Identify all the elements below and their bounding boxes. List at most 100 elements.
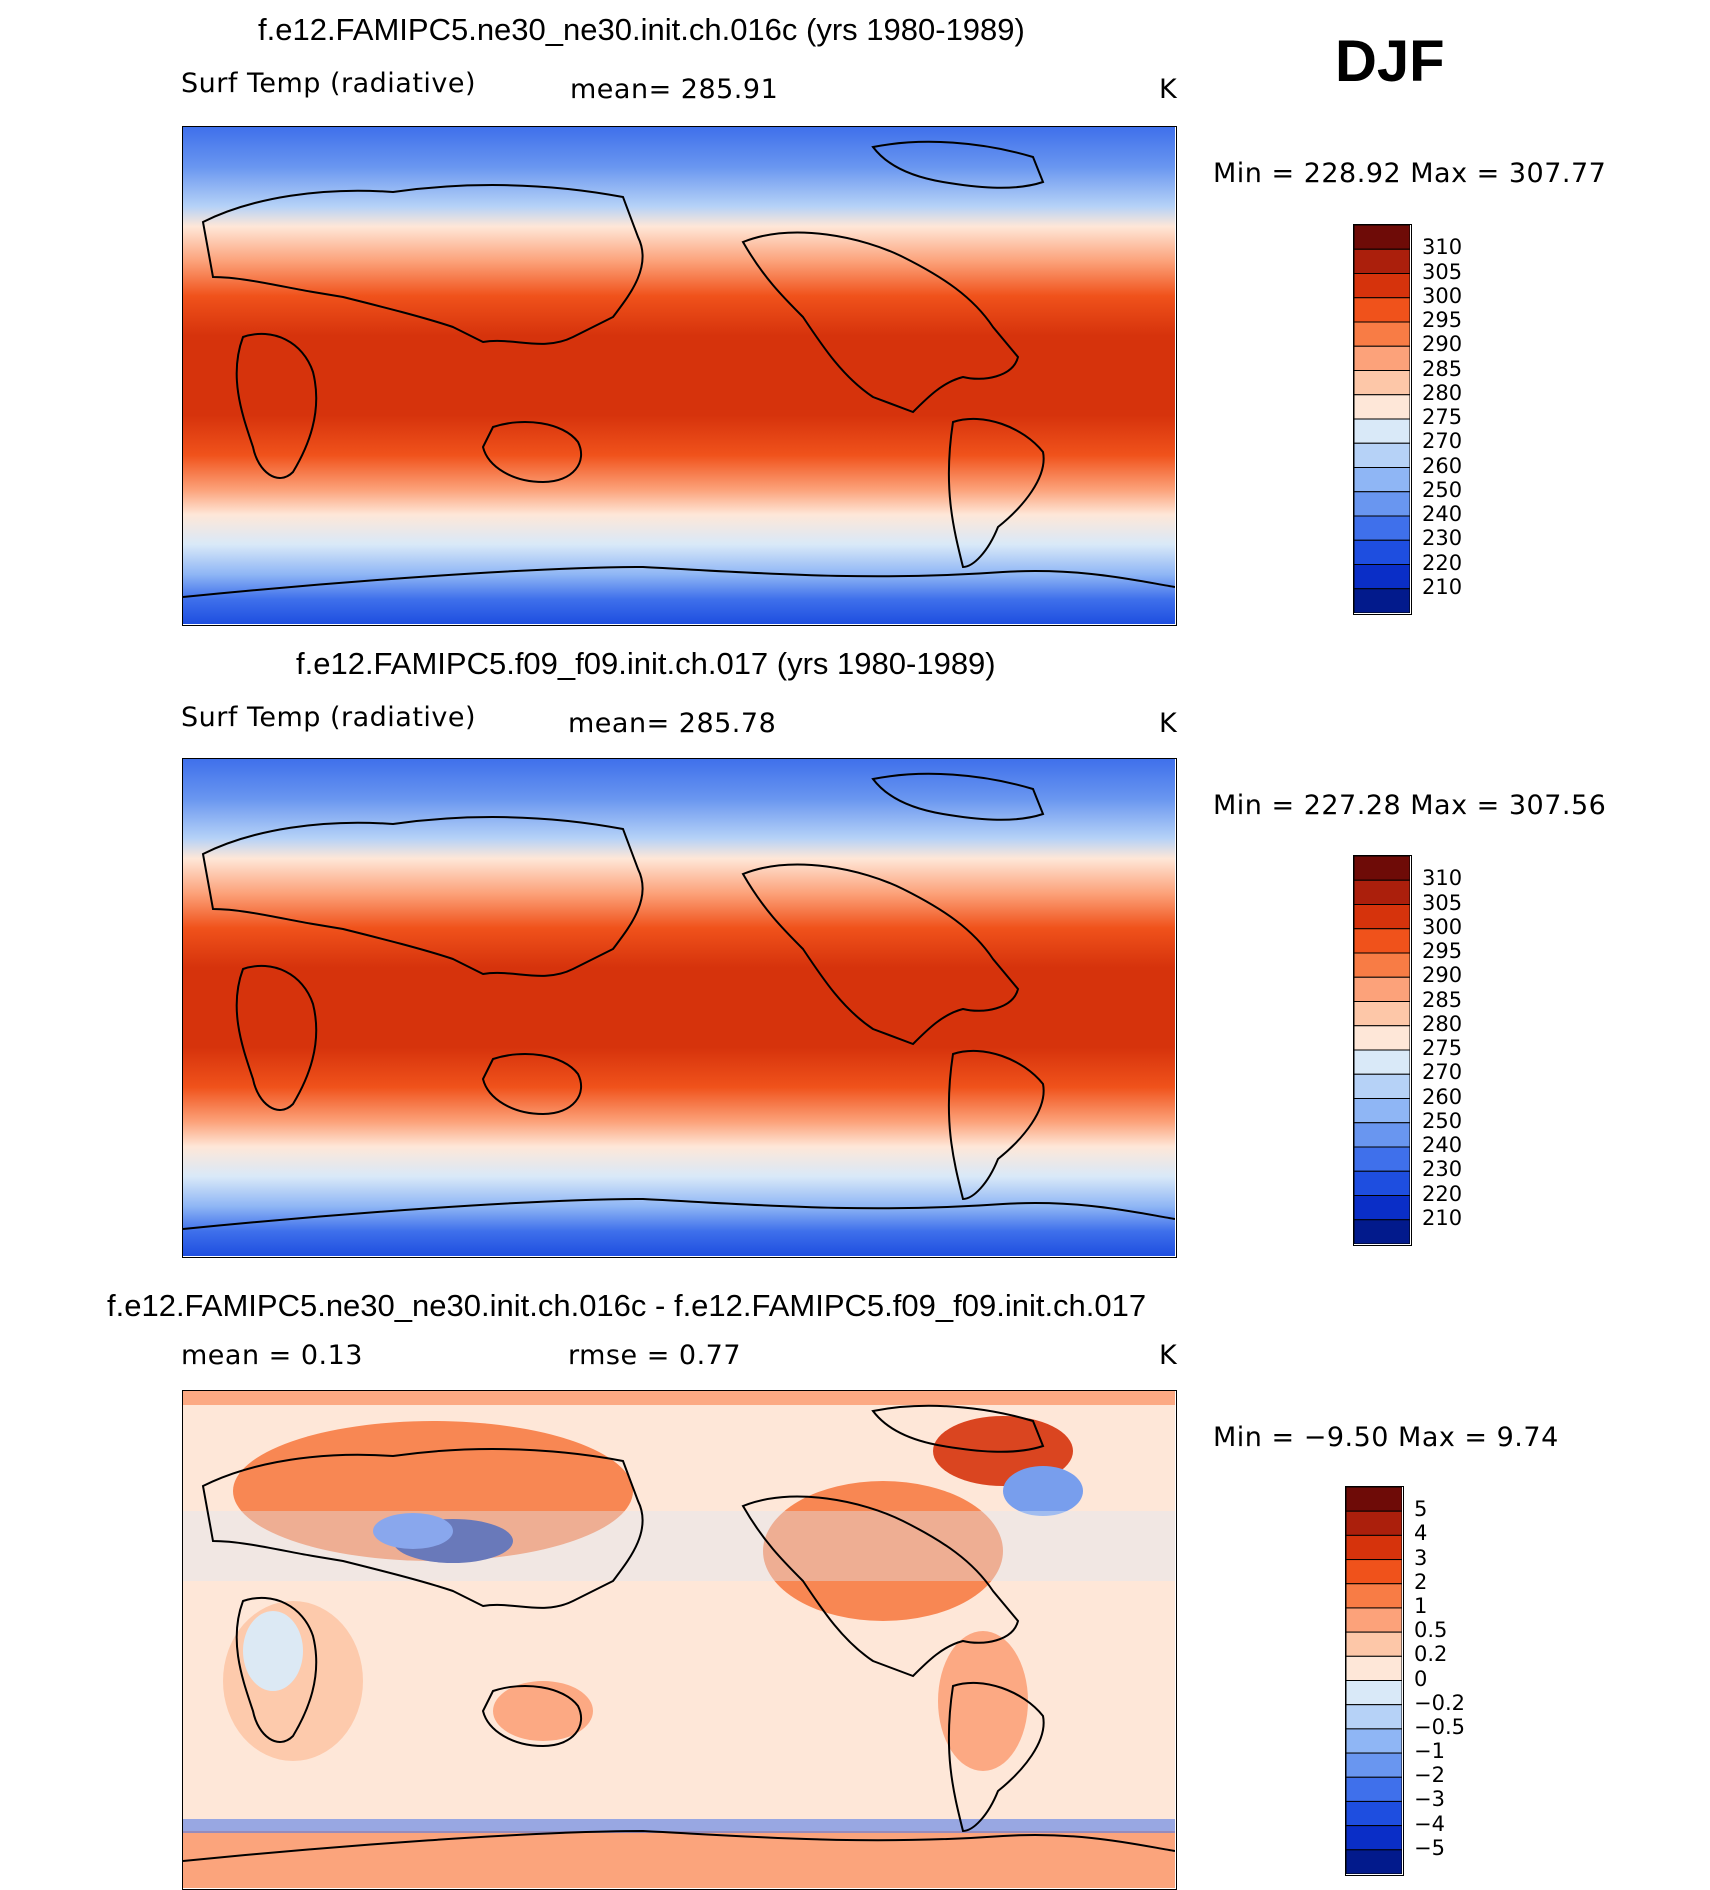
panel-1-colorbar-tick-label: 280 bbox=[1422, 380, 1463, 405]
panel-1-colorbar-tick-label: 275 bbox=[1422, 405, 1463, 429]
panel-2-colorbar-box bbox=[1354, 1025, 1410, 1051]
panel-3-colorbar-box bbox=[1346, 1607, 1402, 1633]
panel-1-colorbar-tick-label: 220 bbox=[1422, 550, 1463, 575]
panel-2-map bbox=[182, 758, 1177, 1258]
panel-2-colorbar-tick-label: 295 bbox=[1422, 939, 1463, 963]
panel-2-colorbar-tick-label: 230 bbox=[1422, 1157, 1463, 1182]
panel-3-colorbar-tick-label: 5 bbox=[1414, 1497, 1428, 1522]
panel-1-colorbar-tick-label: 290 bbox=[1422, 332, 1463, 357]
panel-2-colorbar-box bbox=[1354, 952, 1410, 978]
panel-2-colorbar-box bbox=[1354, 976, 1410, 1002]
panel-2-colorbar-box bbox=[1354, 879, 1410, 905]
panel-2-colorbar-box bbox=[1354, 1170, 1410, 1196]
panel-2-colorbar-box bbox=[1354, 904, 1410, 930]
panel-3-units: K bbox=[1159, 1340, 1178, 1371]
panel-1-map bbox=[182, 126, 1177, 626]
panel-3-rmse-label: rmse = 0.77 bbox=[568, 1340, 742, 1371]
panel-1-colorbar-box bbox=[1354, 394, 1410, 420]
panel-1-mean-label: mean= 285.91 bbox=[570, 74, 779, 105]
panel-2-colorbar-tick-label: 240 bbox=[1422, 1133, 1463, 1157]
panel-3-colorbar-box bbox=[1346, 1559, 1402, 1585]
panel-2-colorbar-tick-label: 210 bbox=[1422, 1205, 1463, 1230]
panel-1-colorbar-tick-label: 270 bbox=[1422, 429, 1463, 454]
panel-3-colorbar-tick-label: 1 bbox=[1414, 1593, 1428, 1618]
panel-2-colorbar-box bbox=[1354, 1098, 1410, 1124]
panel-3-colorbar-box bbox=[1346, 1752, 1402, 1778]
panel-1-colorbar-tick-label: 240 bbox=[1422, 502, 1463, 526]
panel-2-variable-label: Surf Temp (radiative) bbox=[181, 702, 477, 733]
panel-3-colorbar-box bbox=[1346, 1534, 1402, 1561]
panel-2-colorbar-box bbox=[1354, 1219, 1410, 1244]
panel-3-colorbar-tick-label: 4 bbox=[1414, 1521, 1428, 1546]
panel-2-colorbar-box bbox=[1354, 1049, 1410, 1075]
panel-1-colorbar-tick-label: 260 bbox=[1422, 453, 1463, 478]
panel-2-mean-label: mean= 285.78 bbox=[568, 708, 777, 739]
panel-1-colorbar-box bbox=[1354, 321, 1410, 347]
panel-2-colorbar-box bbox=[1354, 856, 1410, 881]
panel-3-colorbar-box bbox=[1346, 1655, 1402, 1681]
panel-1-colorbar-box bbox=[1354, 515, 1410, 541]
panel-1-colorbar bbox=[1353, 224, 1412, 615]
panel-2-minmax: Min = 227.28 Max = 307.56 bbox=[1213, 790, 1607, 821]
panel-3-colorbar-tick-label: −0.5 bbox=[1414, 1714, 1465, 1739]
panel-2-colorbar-box bbox=[1354, 1073, 1410, 1099]
panel-1-colorbar-tick-label: 310 bbox=[1422, 235, 1463, 260]
panel-1-colorbar-box bbox=[1354, 491, 1410, 517]
panel-2-colorbar-tick-label: 285 bbox=[1422, 987, 1463, 1012]
panel-1-colorbar-box bbox=[1354, 442, 1410, 468]
panel-1-variable-label: Surf Temp (radiative) bbox=[181, 68, 477, 99]
panel-3-colorbar-box bbox=[1346, 1583, 1402, 1609]
panel-2-colorbar-box bbox=[1354, 1122, 1410, 1148]
panel-2-colorbar-tick-label: 280 bbox=[1422, 1011, 1463, 1036]
panel-3-colorbar-tick-label: 3 bbox=[1414, 1545, 1428, 1570]
panel-3-colorbar-tick-label: −0.2 bbox=[1414, 1690, 1465, 1715]
panel-3-colorbar-tick-label: 0.5 bbox=[1414, 1618, 1448, 1643]
panel-2-colorbar bbox=[1353, 855, 1412, 1246]
panel-2-colorbar-box bbox=[1354, 1195, 1410, 1221]
panel-2-colorbar-tick-label: 250 bbox=[1422, 1108, 1463, 1133]
panel-3-colorbar-tick-label: −1 bbox=[1414, 1739, 1445, 1764]
panel-3-mean-label: mean = 0.13 bbox=[181, 1340, 363, 1371]
panel-3-colorbar-box bbox=[1346, 1510, 1402, 1536]
panel-1-colorbar-box bbox=[1354, 248, 1410, 274]
panel-1-colorbar-box bbox=[1354, 467, 1410, 493]
panel-1-colorbar-box bbox=[1354, 539, 1410, 565]
panel-1-colorbar-tick-label: 295 bbox=[1422, 308, 1463, 332]
panel-1-colorbar-tick-label: 230 bbox=[1422, 526, 1463, 551]
panel-1-title: f.e12.FAMIPC5.ne30_ne30.init.ch.016c (yr… bbox=[258, 12, 1025, 47]
panel-1-colorbar-box bbox=[1354, 273, 1410, 299]
panel-1-colorbar-box bbox=[1354, 345, 1410, 371]
panel-3-map bbox=[182, 1390, 1177, 1890]
panel-1-colorbar-box bbox=[1354, 225, 1410, 250]
panel-3-colorbar-box bbox=[1346, 1776, 1402, 1802]
panel-1-colorbar-box bbox=[1354, 297, 1410, 323]
panel-1-colorbar-tick-label: 305 bbox=[1422, 259, 1463, 284]
panel-1-colorbar-box bbox=[1354, 564, 1410, 590]
panel-1-minmax: Min = 228.92 Max = 307.77 bbox=[1213, 158, 1607, 189]
panel-3-colorbar-box bbox=[1346, 1680, 1402, 1706]
panel-3-colorbar-tick-label: 0.2 bbox=[1414, 1642, 1448, 1667]
panel-3-colorbar-box bbox=[1346, 1849, 1402, 1874]
panel-3-colorbar-box bbox=[1346, 1800, 1402, 1827]
panel-2-colorbar-tick-label: 260 bbox=[1422, 1084, 1463, 1109]
panel-2-colorbar-box bbox=[1354, 928, 1410, 954]
panel-3-title: f.e12.FAMIPC5.ne30_ne30.init.ch.016c - f… bbox=[107, 1288, 1147, 1323]
panel-1-colorbar-tick-label: 210 bbox=[1422, 574, 1463, 599]
panel-2-colorbar-tick-label: 300 bbox=[1422, 914, 1463, 939]
panel-2-colorbar-tick-label: 310 bbox=[1422, 866, 1463, 891]
panel-3-colorbar-tick-label: 2 bbox=[1414, 1569, 1428, 1594]
panel-2-colorbar-tick-label: 305 bbox=[1422, 890, 1463, 915]
panel-1-colorbar-box bbox=[1354, 370, 1410, 396]
panel-2-colorbar-tick-label: 270 bbox=[1422, 1060, 1463, 1085]
panel-3-colorbar-tick-label: −3 bbox=[1414, 1787, 1445, 1812]
panel-3-colorbar-tick-label: −2 bbox=[1414, 1763, 1445, 1788]
panel-2-colorbar-tick-label: 290 bbox=[1422, 963, 1463, 988]
panel-3-colorbar-box bbox=[1346, 1728, 1402, 1754]
panel-2-colorbar-box bbox=[1354, 1001, 1410, 1027]
panel-1-colorbar-tick-label: 300 bbox=[1422, 283, 1463, 308]
panel-3-colorbar-box bbox=[1346, 1825, 1402, 1851]
panel-2-colorbar-box bbox=[1354, 1146, 1410, 1172]
panel-3-colorbar-tick-label: −4 bbox=[1414, 1811, 1445, 1836]
panel-1-colorbar-tick-label: 250 bbox=[1422, 477, 1463, 502]
panel-2-colorbar-tick-label: 220 bbox=[1422, 1181, 1463, 1206]
